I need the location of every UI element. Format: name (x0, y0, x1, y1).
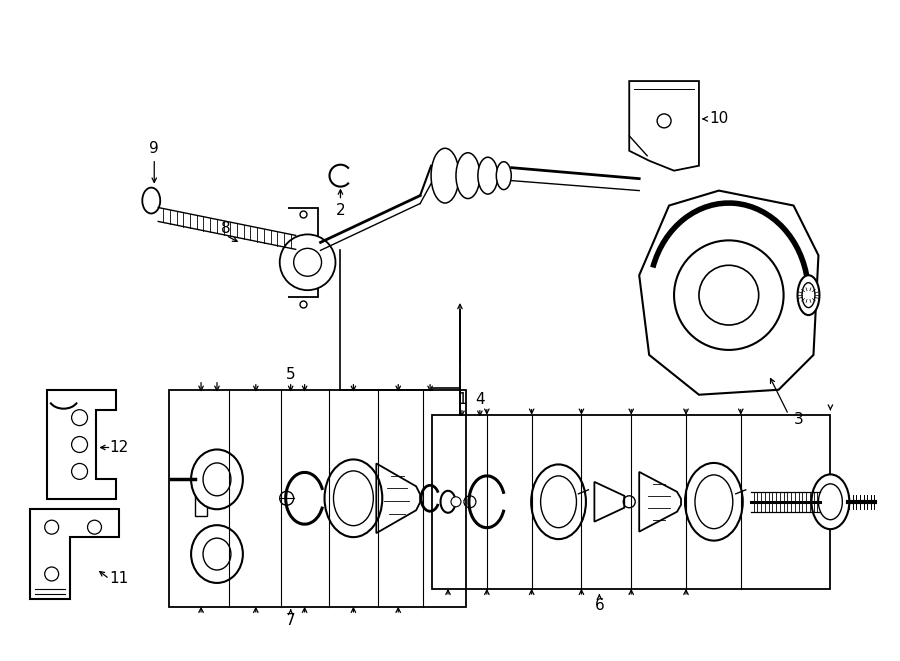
Text: 3: 3 (794, 412, 804, 427)
Ellipse shape (191, 525, 243, 583)
Text: 2: 2 (336, 203, 346, 218)
Text: 10: 10 (709, 112, 728, 126)
Ellipse shape (431, 148, 459, 203)
Ellipse shape (685, 463, 742, 541)
Text: 5: 5 (286, 368, 295, 382)
Ellipse shape (478, 157, 498, 194)
Text: 9: 9 (149, 141, 159, 156)
Text: 1: 1 (457, 392, 467, 407)
Circle shape (280, 235, 336, 290)
Text: 8: 8 (221, 221, 230, 236)
Ellipse shape (456, 153, 480, 198)
Text: 7: 7 (286, 613, 295, 628)
Bar (169, 390, 466, 607)
Ellipse shape (191, 449, 243, 509)
Ellipse shape (797, 275, 819, 315)
Ellipse shape (531, 465, 586, 539)
Text: 11: 11 (110, 572, 129, 586)
Ellipse shape (325, 459, 382, 537)
Bar (432, 414, 831, 589)
Bar (195, 481, 207, 516)
Text: 4: 4 (475, 392, 485, 407)
Text: 6: 6 (595, 598, 604, 613)
Ellipse shape (142, 188, 160, 214)
Text: 12: 12 (110, 440, 129, 455)
Ellipse shape (496, 162, 511, 190)
Ellipse shape (812, 475, 850, 529)
